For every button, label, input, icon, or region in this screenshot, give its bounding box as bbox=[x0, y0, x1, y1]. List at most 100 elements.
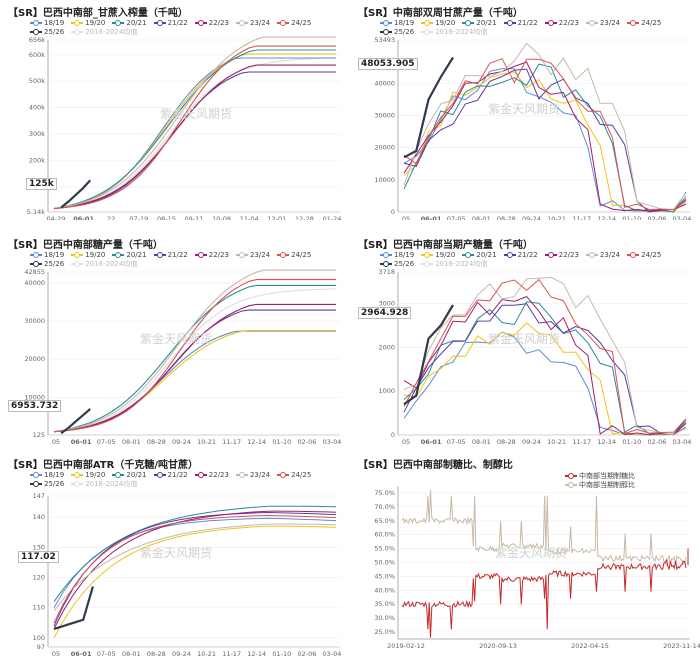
y-tick-label: 65.0% bbox=[374, 517, 395, 525]
legend-swatch bbox=[194, 471, 207, 478]
legend-swatch bbox=[30, 480, 42, 487]
y-tick-label: 30000 bbox=[24, 317, 45, 325]
legend-item-band: 2018-2024均值 bbox=[71, 480, 137, 489]
x-tick-label: 08-15 bbox=[157, 215, 176, 220]
series-line-23-24 bbox=[403, 42, 687, 210]
y-tick-label: 120 bbox=[33, 574, 45, 582]
current-value-box: 117.02 bbox=[18, 551, 59, 563]
x-tick-label: 08-01 bbox=[122, 438, 141, 446]
legend-swatch bbox=[421, 251, 434, 258]
series-line-24-25 bbox=[53, 45, 336, 210]
legend-swatch bbox=[30, 19, 42, 26]
y-tick-label: 147 bbox=[33, 492, 45, 500]
series-line-23-24 bbox=[403, 276, 687, 436]
legend-item: 中南部当期制糖比 bbox=[565, 472, 635, 481]
series-line-20-21 bbox=[403, 63, 687, 213]
x-tick-label: 08-01 bbox=[122, 650, 141, 658]
series-line-25-26 bbox=[60, 179, 92, 209]
legend-swatch bbox=[462, 251, 475, 258]
legend-swatch bbox=[112, 471, 125, 478]
legend-label: 21/22 bbox=[517, 251, 538, 259]
legend-label: 23/24 bbox=[249, 19, 271, 27]
legend-swatch bbox=[627, 19, 640, 26]
series-line-21-22 bbox=[53, 309, 336, 433]
legend-label: 24/25 bbox=[641, 251, 662, 259]
x-tick-label: 10-21 bbox=[547, 438, 566, 446]
y-tick-label: 55.0% bbox=[374, 545, 395, 553]
series-line-24-25 bbox=[403, 58, 687, 211]
series-line-25-26 bbox=[53, 586, 94, 630]
y-tick-label: 45.0% bbox=[374, 572, 395, 580]
legend-item: 25/26 bbox=[380, 28, 414, 37]
x-tick-label: 08-01 bbox=[472, 438, 491, 446]
y-tick-label: 10000 bbox=[374, 176, 395, 184]
legend-label: 19/20 bbox=[435, 251, 456, 259]
legend-swatch bbox=[380, 260, 392, 267]
x-tick-label: 09-24 bbox=[522, 438, 541, 446]
legend-item: 20/21 bbox=[462, 19, 497, 28]
chart-legend: 18/19 19/20 20/21 21/22 22/23 23/24 24/25 25/26… bbox=[30, 251, 330, 269]
legend-label: 25/26 bbox=[394, 260, 415, 268]
legend-item-band: 2018-2024均值 bbox=[421, 28, 487, 37]
y-tick-label: 40.0% bbox=[374, 586, 395, 594]
x-tick-label: 2020-09-13 bbox=[479, 642, 517, 650]
legend-label: 22/23 bbox=[208, 19, 229, 27]
legend-label: 22/23 bbox=[208, 251, 229, 259]
x-tick-label: 04-29 bbox=[47, 215, 66, 220]
x-tick-label: 02-06 bbox=[647, 438, 666, 446]
x-tick-label: 06-01 bbox=[73, 215, 94, 220]
y-tick-label: 35.0% bbox=[374, 600, 395, 608]
legend-item: 25/26 bbox=[30, 28, 64, 37]
legend-item: 21/22 bbox=[503, 251, 538, 260]
legend-label: 21/22 bbox=[167, 19, 188, 27]
legend-label: 21/22 bbox=[167, 471, 188, 479]
legend-label: 24/25 bbox=[291, 471, 312, 479]
x-tick-label: 11-17 bbox=[222, 650, 241, 658]
x-tick-label: 03-04 bbox=[323, 438, 342, 446]
x-tick-label: 01-10 bbox=[272, 650, 291, 658]
legend-label: 2018-2024均值 bbox=[435, 260, 488, 268]
legend-item: 24/25 bbox=[277, 19, 311, 28]
series-line-24-25 bbox=[53, 514, 337, 624]
y-tick-label: 42855 bbox=[24, 268, 45, 276]
y-tick-label: 656k bbox=[29, 36, 45, 44]
legend-swatch bbox=[235, 471, 248, 478]
y-tick-label: 600k bbox=[29, 51, 45, 59]
chart-title: 【SR】巴西中南部ATR（千克糖/吨甘蔗） bbox=[8, 460, 199, 471]
legend-label: 20/21 bbox=[126, 251, 147, 259]
legend-label: 25/26 bbox=[44, 480, 65, 488]
y-tick-label: 53493 bbox=[374, 36, 395, 44]
x-tick-label: 08-28 bbox=[147, 438, 166, 446]
legend-label: 2018-2024均值 bbox=[435, 28, 488, 36]
series-line-24-25 bbox=[403, 278, 687, 435]
chart-panel-atr: 【SR】巴西中南部ATR（千克糖/吨甘蔗） 18/19 19/20 20/21 21/… bbox=[0, 452, 350, 672]
chart-title: 【SR】巴西中南部制糖比、制醇比 bbox=[358, 460, 513, 471]
line-chart: 25.0% 30.0% 35.0% 40.0% 45.0% 50.0% 55.0% 60.0%… bbox=[374, 486, 700, 650]
legend-label: 22/23 bbox=[558, 251, 579, 259]
legend-item: 21/22 bbox=[153, 251, 188, 260]
legend-swatch bbox=[194, 251, 207, 258]
legend-label: 19/20 bbox=[85, 19, 106, 27]
line-chart: 5.14k100k200k300k400k500k600k656k04-2906… bbox=[27, 36, 342, 220]
legend-swatch bbox=[277, 19, 290, 26]
legend-item: 21/22 bbox=[503, 19, 538, 28]
y-tick-label: 0 bbox=[391, 431, 395, 439]
legend-item: 22/23 bbox=[544, 19, 579, 28]
legend-swatch bbox=[30, 471, 42, 478]
legend-swatch bbox=[112, 251, 125, 258]
x-tick-label: 01-24 bbox=[323, 215, 342, 220]
y-tick-label: 2000 bbox=[378, 343, 395, 351]
legend-swatch bbox=[153, 19, 166, 26]
legend-item: 24/25 bbox=[277, 471, 311, 480]
series-line-19-20 bbox=[53, 53, 336, 210]
legend-swatch bbox=[153, 251, 166, 258]
chart-panel-cane-biweekly: 【SR】中南部双周甘蔗产量（千吨） 18/19 19/20 20/21 21/22 22… bbox=[350, 0, 700, 220]
legend-item-band: 2018-2024均值 bbox=[421, 260, 487, 269]
chart-legend: 18/19 19/20 20/21 21/22 22/23 23/24 24/25 25/26… bbox=[30, 19, 330, 37]
x-tick-label: 11-17 bbox=[572, 438, 591, 446]
x-tick-label: 01-10 bbox=[622, 215, 641, 220]
legend-label: 23/24 bbox=[599, 19, 621, 27]
x-tick-label: 2022-04-15 bbox=[571, 642, 609, 650]
series-line-24-25 bbox=[53, 279, 336, 433]
